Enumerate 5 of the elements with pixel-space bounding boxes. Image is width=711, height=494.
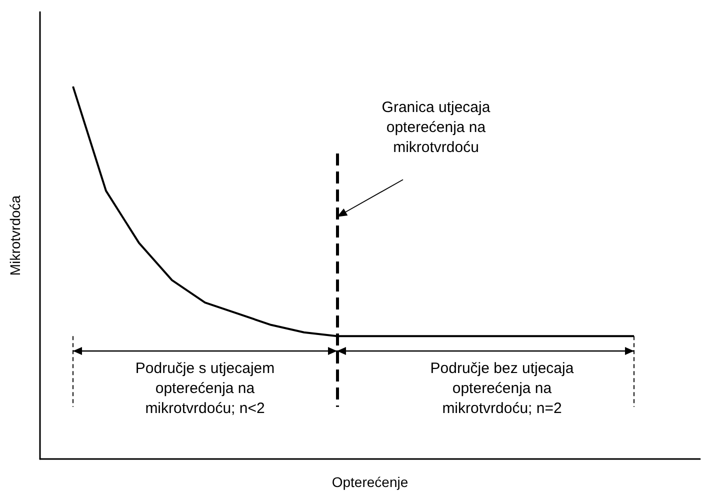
- y-axis-title: Mikrotvrdoća: [7, 195, 23, 276]
- annotation: Granica utjecaja opterećenja na mikrotvrdoću: [382, 99, 491, 156]
- annotation: Područje s utjecajem opterećenja na mikrotvrdoću; n<2: [135, 360, 275, 417]
- x-axis-title: Opterećenje: [332, 474, 408, 490]
- annotation: Područje bez utjecaja opterećenja na mikrotvrdoću; n=2: [430, 360, 574, 417]
